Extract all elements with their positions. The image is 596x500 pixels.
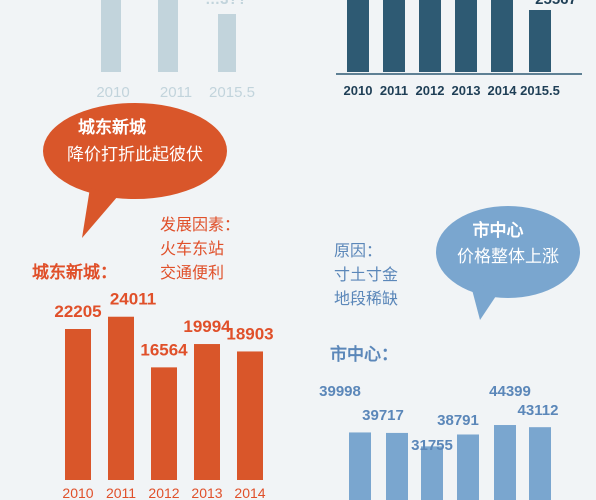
east-category-label-2010: 2010 <box>62 485 93 500</box>
east-bar-2013 <box>194 344 220 480</box>
dark-bar-2013 <box>455 0 477 72</box>
east-category-label-2012: 2012 <box>148 485 179 500</box>
center-bubble-line2: 价格整体上涨 <box>457 247 559 267</box>
center-reason-1: 寸土寸金 <box>334 265 398 284</box>
east-category-label-2011: 2011 <box>106 485 136 500</box>
east-factor-title: 发展因素： <box>160 215 240 234</box>
center-value-label-2011: 39717 <box>362 407 404 424</box>
east-value-label-2013: 19994 <box>183 317 231 336</box>
faded-bar-2011 <box>158 0 178 72</box>
east-bubble-body <box>43 103 227 199</box>
center-section-label: 市中心： <box>330 344 398 365</box>
east-bubble-tail <box>82 188 118 238</box>
faded-category-label-2015.5: 2015.5 <box>209 84 255 101</box>
center-reason-2: 地段稀缺 <box>334 289 398 308</box>
east-bar-2011 <box>108 316 134 480</box>
east-value-label-2012: 16564 <box>140 340 188 359</box>
dark-category-label-2015.5: 2015.5 <box>520 83 560 98</box>
center-value-label-2010: 39998 <box>319 383 361 400</box>
center-speech-bubble: 市中心 价格整体上涨 <box>436 206 580 320</box>
dark-bar-2015.5 <box>529 10 551 72</box>
east-value-label-2014: 18903 <box>226 324 273 343</box>
dark-bar-2010 <box>347 0 369 72</box>
east-bubble-line1: 城东新城 <box>78 117 146 138</box>
center-bar-2011 <box>386 432 408 500</box>
center-bar-2013 <box>457 434 479 500</box>
center-bubble-body <box>436 206 580 298</box>
faded-bar-2010 <box>101 0 121 72</box>
east-factor-2: 交通便利 <box>160 263 224 282</box>
dark-bar-2012 <box>419 0 441 72</box>
faded-category-label-2011: 2011 <box>160 84 192 101</box>
east-section-label: 城东新城： <box>32 262 117 283</box>
dark-category-label-2011: 2011 <box>380 83 408 98</box>
east-bubble-line2: 降价打折此起彼伏 <box>67 145 203 165</box>
east-factor-1: 火车东站 <box>160 239 224 258</box>
east-value-label-2010: 22205 <box>54 302 101 321</box>
center-bar-2010 <box>349 432 371 500</box>
center-bar-2014 <box>494 425 516 500</box>
east-bar-2010 <box>65 329 91 480</box>
center-bar-2015.5 <box>529 427 551 500</box>
dark-category-label-2013: 2013 <box>452 83 481 98</box>
faded-bar-2015.5 <box>218 14 236 72</box>
center-value-label-2014: 44399 <box>489 383 531 400</box>
faded-value-label-2015.5: …3?? <box>205 0 247 8</box>
dark-category-label-2010: 2010 <box>344 83 373 98</box>
dark-bar-2014 <box>491 0 513 72</box>
east-factors: 发展因素： 火车东站 交通便利 <box>160 215 240 282</box>
east-category-label-2013: 2013 <box>191 485 222 500</box>
east-value-label-2011: 24011 <box>110 290 156 309</box>
east-category-label-2014: 2014 <box>234 485 265 500</box>
dark-bar-2011 <box>383 0 405 72</box>
east-city-bar-chart: 22205 2010 24011 2011 16564 2012 19994 2013 1890… <box>54 290 273 500</box>
center-bubble-tail <box>470 282 500 320</box>
east-bar-2014 <box>237 351 263 480</box>
center-value-label-2012: 31755 <box>411 437 453 454</box>
center-reasons: 原因： 寸土寸金 地段稀缺 <box>334 241 398 308</box>
center-reason-title: 原因： <box>334 241 382 260</box>
dark-value-label-2015.5: 25567 <box>535 0 577 8</box>
top-left-faded-chart: 2010 2011 2015.5 …3?? <box>96 0 255 101</box>
east-speech-bubble: 城东新城 降价打折此起彼伏 <box>43 103 227 238</box>
center-value-label-2015.5: 43112 <box>518 402 559 419</box>
center-bubble-line1: 市中心 <box>473 220 524 241</box>
center-value-label-2013: 38791 <box>437 412 479 429</box>
dark-category-label-2014: 2014 <box>488 83 518 98</box>
center-bar-2012 <box>421 446 443 500</box>
east-bar-2012 <box>151 367 177 480</box>
dark-category-label-2012: 2012 <box>416 83 445 98</box>
faded-category-label-2010: 2010 <box>96 84 129 101</box>
